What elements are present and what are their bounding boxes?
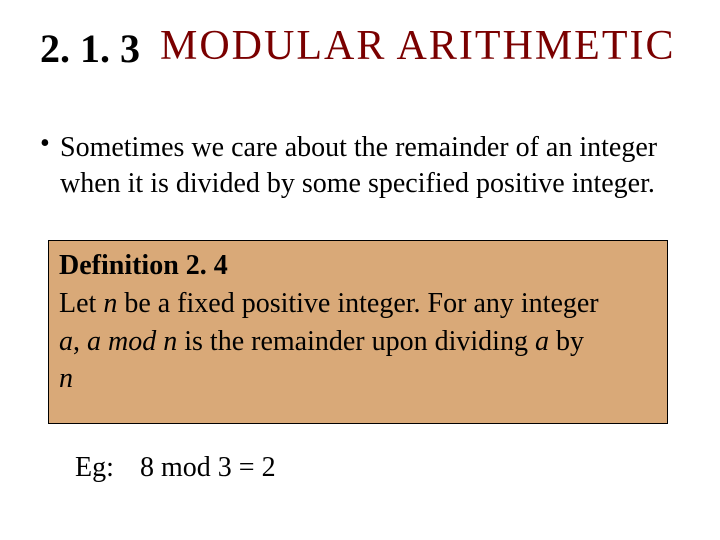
definition-label: Definition 2. 4 bbox=[59, 247, 657, 285]
definition-line-2: Let n be a fixed positive integer. For a… bbox=[59, 285, 657, 323]
var-n: n bbox=[103, 288, 117, 319]
section-number: 2. 1. 3 bbox=[40, 25, 140, 72]
expr-a-mod-n: a mod n bbox=[87, 326, 177, 357]
bullet-dot: • bbox=[40, 128, 50, 160]
var-a: a bbox=[59, 326, 73, 357]
definition-box: Definition 2. 4 Let n be a fixed positiv… bbox=[48, 240, 668, 424]
var-n-2: n bbox=[59, 363, 73, 394]
var-a-2: a bbox=[535, 326, 549, 357]
example-expression: 8 mod 3 = 2 bbox=[140, 452, 276, 484]
definition-line-3: a, a mod n is the remainder upon dividin… bbox=[59, 323, 657, 361]
example-label: Eg: bbox=[75, 452, 114, 484]
bullet-text: Sometimes we care about the remainder of… bbox=[60, 130, 670, 203]
page-title: MODULAR ARITHMETIC bbox=[160, 22, 676, 70]
definition-line-4: n bbox=[59, 360, 657, 398]
